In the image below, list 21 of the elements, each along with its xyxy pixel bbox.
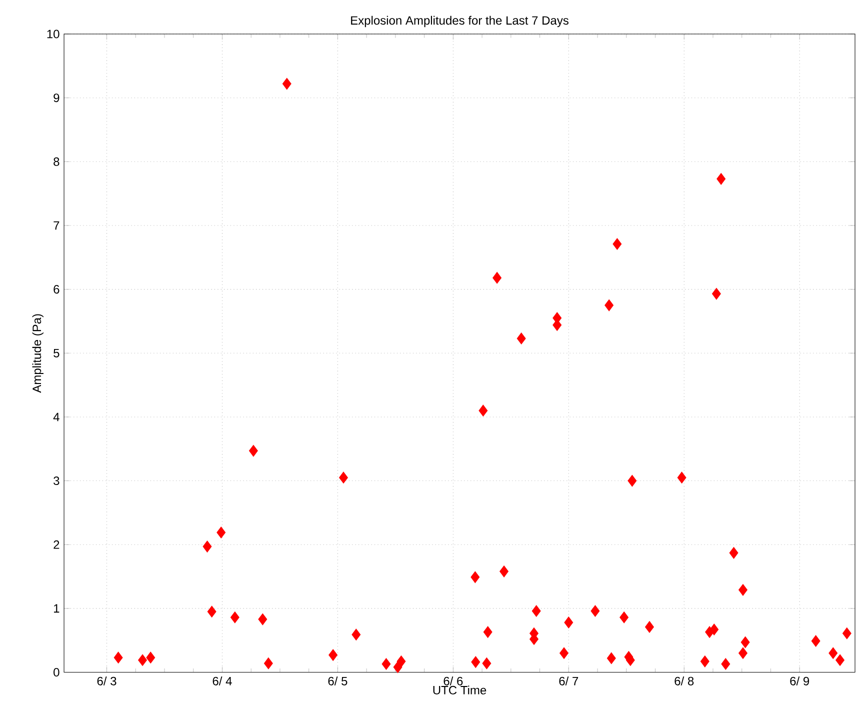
x-tick-label: 6/ 5 [328,676,348,686]
y-tick-label: 7 [54,221,60,230]
y-tick-label: 9 [54,93,60,102]
y-tick-label: 1 [54,604,60,612]
x-tick-label: 6/ 9 [790,676,810,686]
y-tick-label: 6 [54,284,60,294]
y-tick-label: 0 [54,668,60,676]
x-tick-label: 6/ 7 [559,676,578,686]
x-tick-label: 6/ 4 [212,676,232,686]
y-tick-label: 5 [54,348,60,358]
chart-title: Explosion Amplitudes for the Last 7 Days [351,16,568,27]
x-axis-title: UTC Time [433,685,486,694]
y-tick-label: 10 [47,30,60,38]
y-tick-label: 2 [54,540,60,549]
x-tick-label: 6/ 3 [97,676,116,686]
y-axis-title: Amplitude (Pa) [32,314,44,393]
y-tick-label: 3 [54,476,60,485]
y-tick-label: 4 [53,412,60,421]
y-tick-label: 8 [54,157,60,166]
x-tick-label: 6/ 8 [674,676,694,686]
x-tick-label: 6/ 6 [444,676,463,686]
